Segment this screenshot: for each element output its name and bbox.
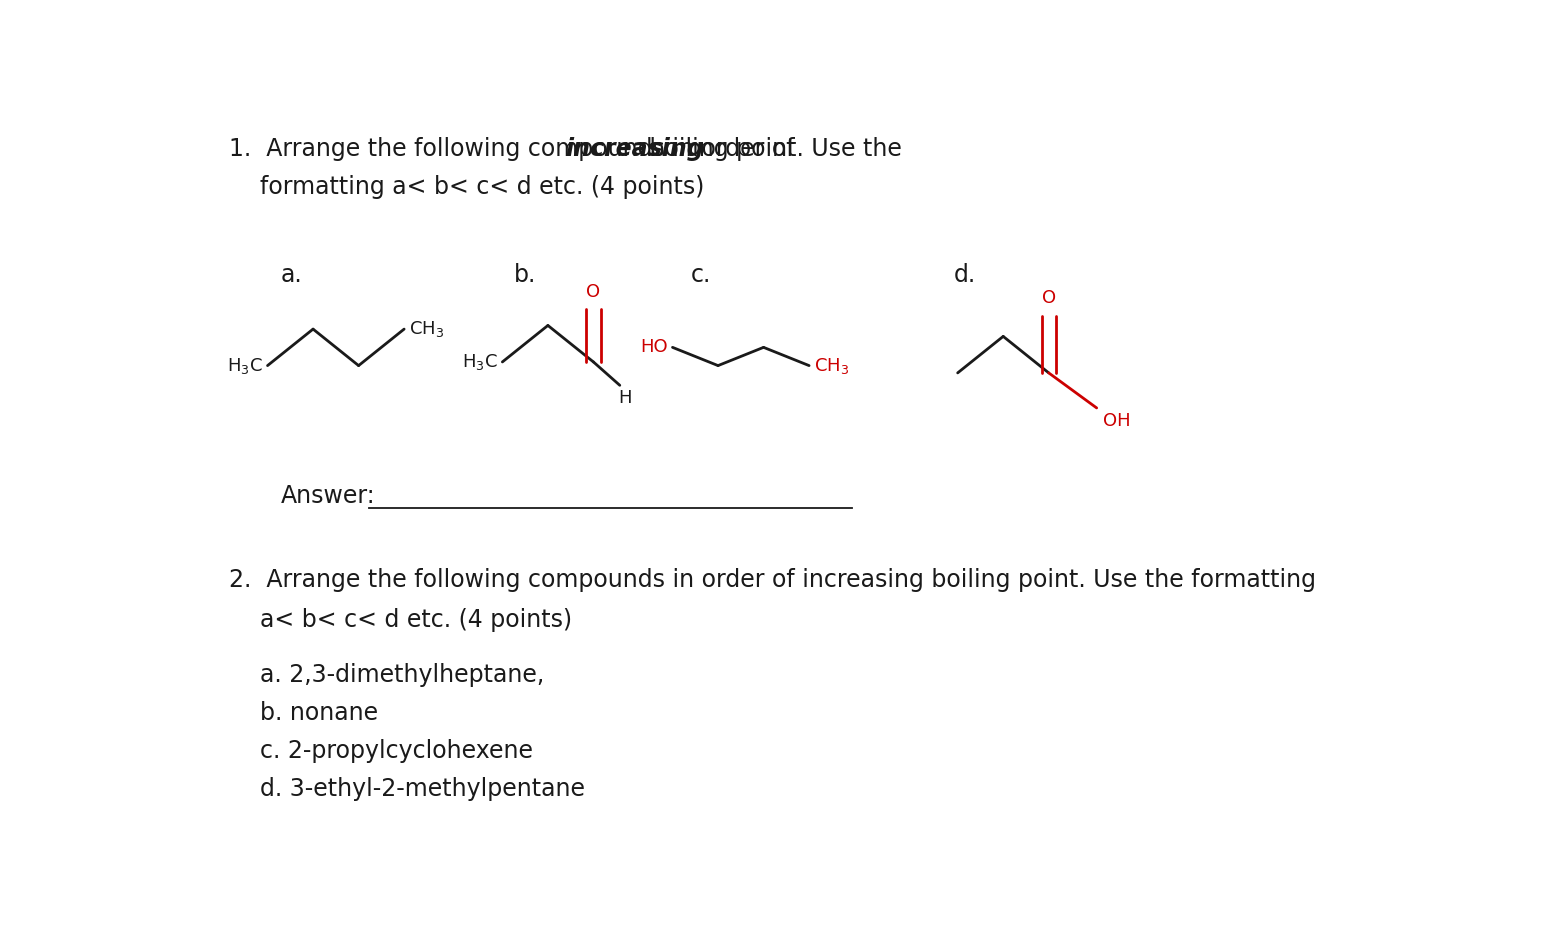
Text: O: O (586, 283, 600, 301)
Text: c. 2-propylcyclohexene: c. 2-propylcyclohexene (260, 738, 533, 762)
Text: d.: d. (954, 264, 977, 287)
Text: c.: c. (691, 264, 711, 287)
Text: H: H (618, 389, 631, 407)
Text: boiling point. Use the: boiling point. Use the (642, 137, 903, 161)
Text: b.: b. (515, 264, 536, 287)
Text: formatting a< b< c< d etc. (4 points): formatting a< b< c< d etc. (4 points) (260, 175, 705, 199)
Text: 2.  Arrange the following compounds in order of increasing boiling point. Use th: 2. Arrange the following compounds in or… (229, 568, 1316, 592)
Text: H$_3$C: H$_3$C (462, 352, 498, 372)
Text: a. 2,3-dimethylheptane,: a. 2,3-dimethylheptane, (260, 663, 544, 686)
Text: b. nonane: b. nonane (260, 701, 379, 724)
Text: HO: HO (640, 338, 668, 356)
Text: a.: a. (281, 264, 303, 287)
Text: 1.  Arrange the following compounds in order of: 1. Arrange the following compounds in or… (229, 137, 802, 161)
Text: a< b< c< d etc. (4 points): a< b< c< d etc. (4 points) (260, 608, 572, 632)
Text: CH$_3$: CH$_3$ (410, 319, 444, 339)
Text: H$_3$C: H$_3$C (227, 356, 263, 375)
Text: increasing: increasing (564, 137, 703, 161)
Text: CH$_3$: CH$_3$ (813, 356, 849, 375)
Text: d. 3-ethyl-2-methylpentane: d. 3-ethyl-2-methylpentane (260, 776, 586, 800)
Text: OH: OH (1102, 411, 1130, 429)
Text: Answer:: Answer: (281, 483, 376, 508)
Text: O: O (1042, 289, 1056, 307)
